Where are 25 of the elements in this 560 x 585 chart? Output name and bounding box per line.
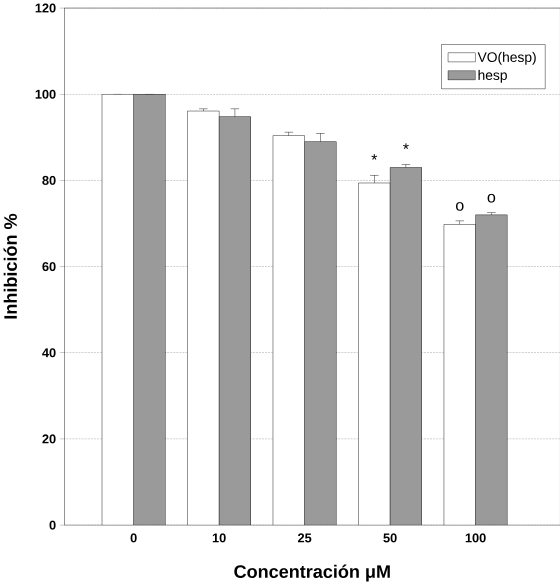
annotation: * — [402, 143, 409, 149]
bar — [133, 94, 166, 526]
bar — [390, 167, 422, 526]
y-tick-label: 80 — [42, 176, 56, 185]
x-tick-label: 10 — [212, 533, 226, 542]
x-tick-label: 25 — [298, 533, 312, 542]
y-axis-title: Inhibición % — [3, 214, 17, 318]
bar — [218, 116, 251, 526]
bar — [475, 214, 508, 526]
x-tick-label: 50 — [383, 533, 396, 542]
annotation: * — [371, 154, 377, 160]
bar — [304, 141, 336, 526]
y-tick-label: 120 — [35, 4, 56, 13]
annotation: o — [456, 202, 464, 211]
x-axis-title: Concentración μM — [234, 564, 390, 582]
y-tick-label: 60 — [42, 262, 56, 272]
annotation: o — [487, 194, 495, 203]
legend-label: VO(hesp) — [477, 52, 536, 65]
y-tick-label: 100 — [35, 90, 56, 99]
y-tick-label: 0 — [49, 520, 56, 530]
x-tick-label: 100 — [466, 533, 486, 542]
x-tick-label: 0 — [130, 533, 136, 542]
y-tick-label: 40 — [42, 348, 56, 358]
legend-label: hesp — [478, 70, 507, 83]
y-tick-label: 20 — [42, 434, 56, 444]
